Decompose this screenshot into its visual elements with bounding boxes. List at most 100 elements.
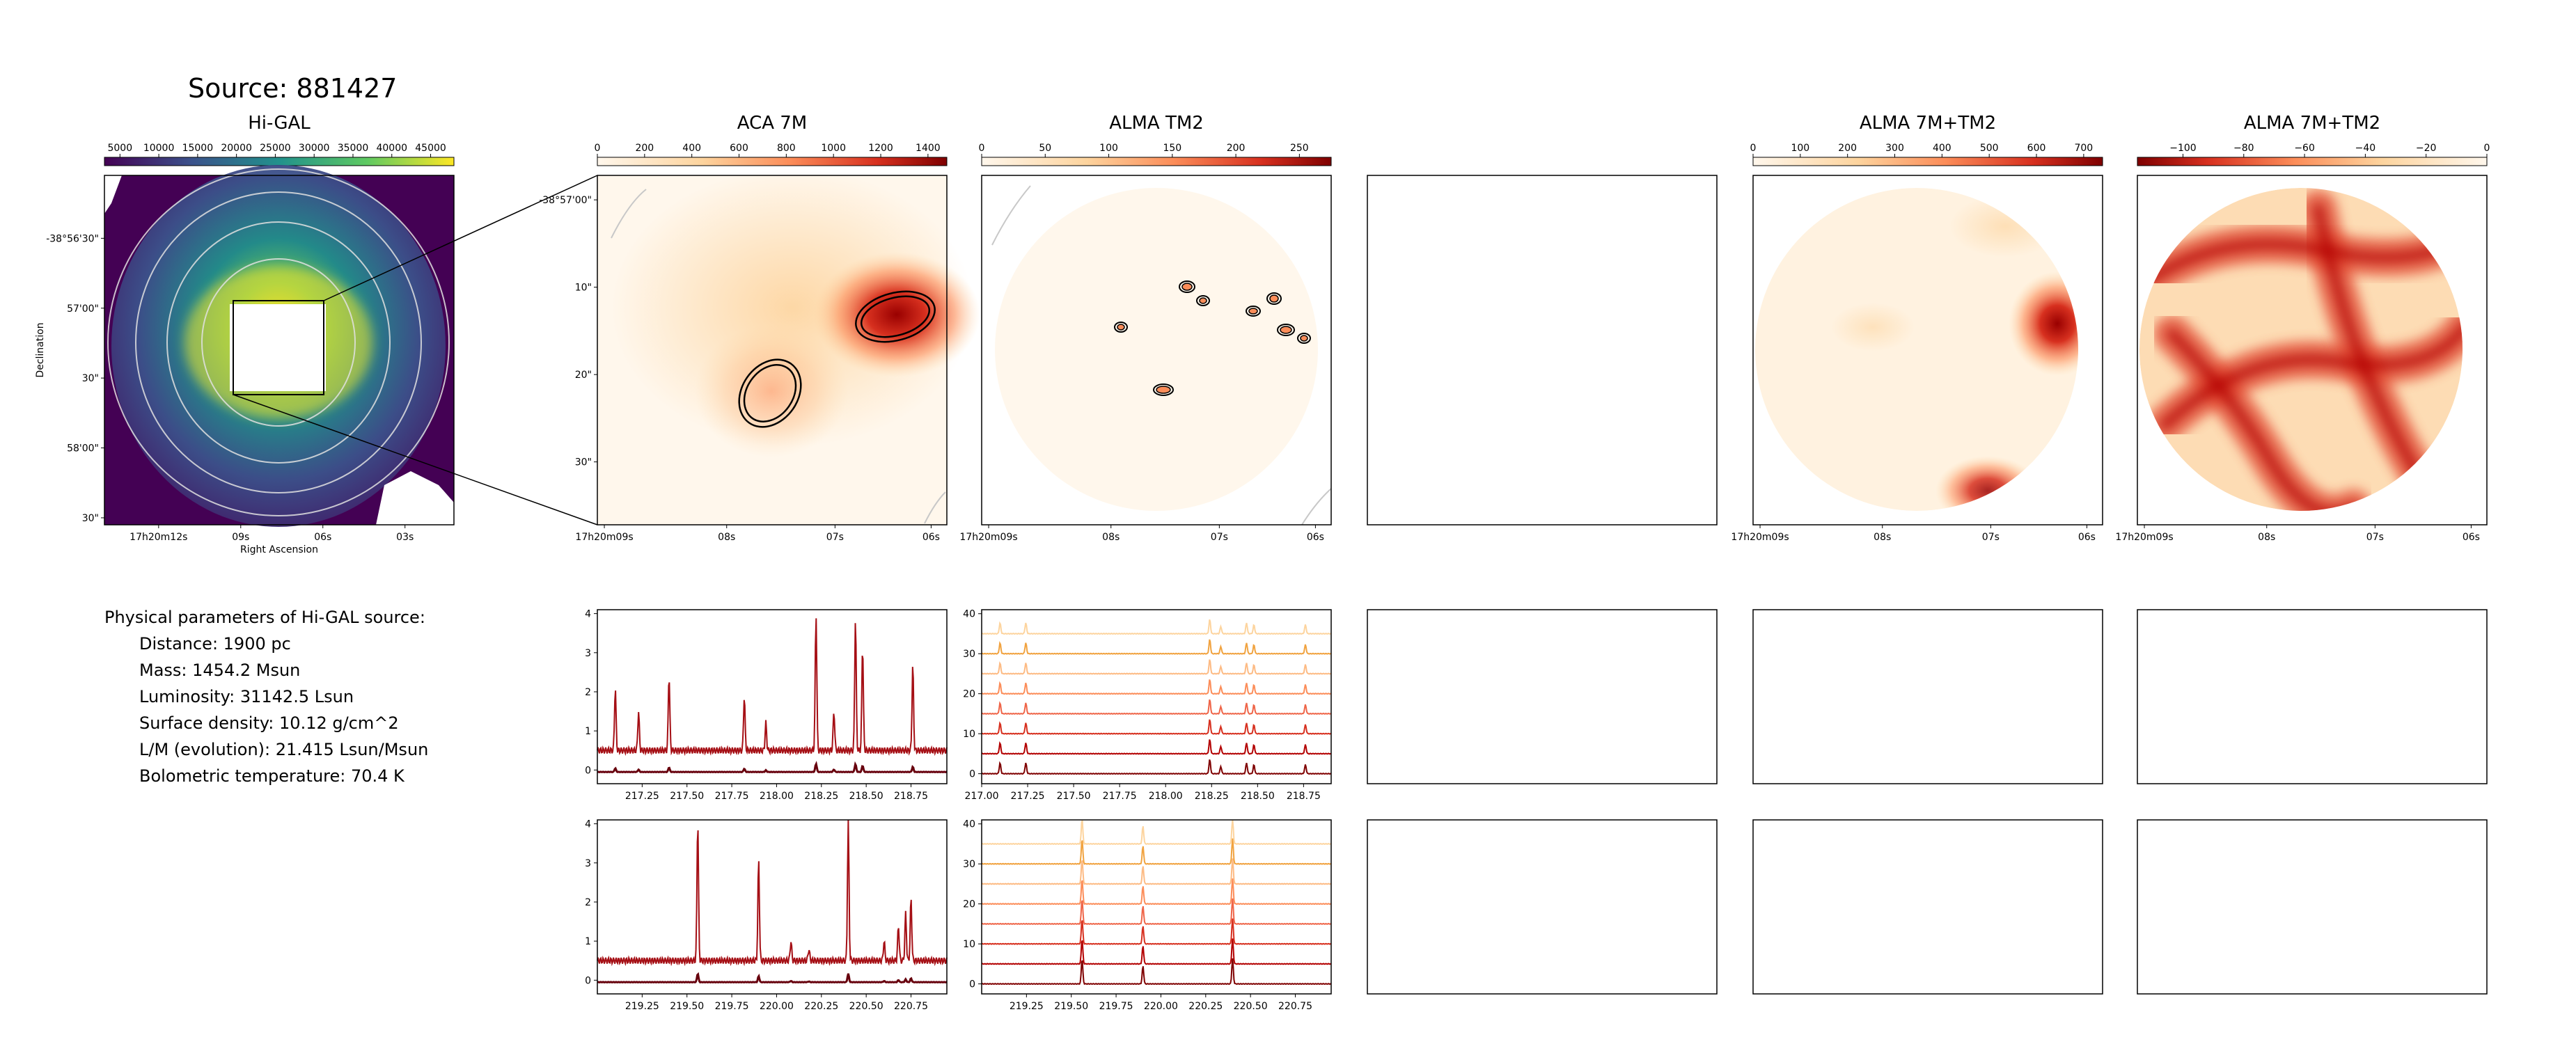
map-title: ALMA 7M+TM2 [2244,113,2380,134]
colorbar-tick-label: 0 [979,143,985,154]
x-tick-label: 218.25 [1195,791,1229,802]
higal-contour [201,258,356,427]
compact-source [1156,386,1171,394]
colorbar-tick-label: −60 [2294,143,2315,154]
empty-spectrum-panel [2137,609,2488,784]
y-tick-label: 57'00" [67,303,99,315]
x-tick-label: 219.25 [1010,1001,1044,1012]
param-luminosity: Luminosity: 31142.5 Lsun [139,687,354,706]
colorbar-tick-label: 300 [1885,143,1904,154]
higal-saturated-core [230,304,326,391]
x-tick-label: 220.50 [1234,1001,1268,1012]
combined-base [1755,188,2078,511]
y-tick-label: 4 [585,819,591,830]
frame [597,175,948,525]
colorbar-tick-label: 700 [2074,143,2093,154]
y-tick-label: -38°56'30" [46,233,99,244]
empty-spectrum-panel [1367,819,1718,995]
spectrum-line [597,972,948,984]
frame [981,175,1332,525]
colorbar-tick-label: 0 [1750,143,1757,154]
colorbar-tick-label: 500 [1980,143,1999,154]
y-tick-label: 40 [963,819,975,830]
colorbar [981,157,1332,166]
higal-contour [107,168,450,516]
x-tick-label: 09s [232,532,249,543]
colorbar [2137,157,2488,166]
frame [981,819,1332,995]
spectrum-line [981,739,1332,755]
x-tick-label: 220.75 [894,1001,928,1012]
param-bolometric-temperature: Bolometric temperature: 70.4 K [139,766,405,786]
x-tick-label: 07s [2366,532,2384,543]
y-tick-label: 30" [82,513,99,524]
x-tick-label: 217.25 [1011,791,1045,802]
colorbar-tick-label: 50 [1039,143,1051,154]
frame [104,175,455,525]
colorbar-tick-label: 40000 [376,143,407,154]
map-title: ACA 7M [737,113,808,134]
x-tick-label: 219.50 [670,1001,704,1012]
frame [597,819,948,995]
param-distance: Distance: 1900 pc [139,634,291,654]
y-tick-label: 1 [585,936,591,947]
map-panel-2: ACA 7M 0 200 400 600 800 1000 1200 1400 17h20m09s… [539,113,948,543]
compact-source [1248,308,1258,315]
x-tick-label: 17h20m09s [575,532,633,543]
colorbar-tick-label: 45000 [415,143,446,154]
spectrum-line [981,819,1332,846]
colorbar-tick-label: 1000 [821,143,846,154]
grid-curve [924,491,946,524]
source-contour [1114,322,1128,333]
x-tick-label: 06s [2078,532,2096,543]
x-tick-label: 06s [314,532,331,543]
spectrum-line [981,858,1332,885]
spectrum-panel-4: 219.25 219.50 219.75 220.00 220.25 220.50 220.… [963,819,1332,1012]
y-tick-label: 30 [963,649,975,660]
y-tick-label: 10 [963,939,975,950]
combined-diffuse [1831,303,1915,351]
source-contour [1246,306,1261,317]
colorbar-tick-label: 400 [1933,143,1951,154]
compact-source [1181,283,1193,291]
spectrum-panel-1: 217.25 217.50 217.75 218.00 218.25 218.50 218.… [585,609,948,802]
spectrum-line [981,898,1332,925]
higal-contour [166,221,391,464]
x-tick-label: 08s [1874,532,1891,543]
x-tick-label: 07s [1211,532,1228,543]
x-tick-label: 218.50 [849,791,883,802]
x-tick-label: 03s [396,532,414,543]
source-contour [1266,292,1282,305]
grid-curve [611,189,647,239]
colorbar-tick-label: 600 [2027,143,2046,154]
colorbar [1752,157,2103,166]
source-contour [1277,324,1295,336]
spectrum-line [981,619,1332,635]
empty-spectrum-panel [1752,609,2103,784]
aca-bright-source [813,252,980,377]
colorbar-tick-label: 100 [1099,143,1118,154]
map-panel-1: Hi-GAL 5000 10000 15000 20000 25000 30000 35000… [46,113,455,543]
combined-neg-image [2137,175,2488,525]
spectrum-line [981,838,1332,865]
y-tick-label: 20 [963,899,975,910]
colorbar-tick-label: 35000 [338,143,369,154]
x-tick-label: 220.25 [1188,1001,1223,1012]
spectrum-line [981,699,1332,715]
negative-filament-core [2166,328,2359,511]
colorbar-tick-label: 10000 [143,143,175,154]
x-axis-label: Right Ascension [240,544,318,555]
y-tick-label: 0 [585,765,591,776]
aca-image [597,168,980,525]
x-tick-label: 217.00 [965,791,999,802]
colorbar-tick-label: 0 [2484,143,2490,154]
y-tick-label: 20 [963,689,975,700]
x-tick-label: 07s [1982,532,2000,543]
y-tick-label: 2 [585,687,591,698]
colorbar-tick-label: −20 [2416,143,2437,154]
y-tick-label: 4 [585,609,591,620]
spectrum-line [981,659,1332,675]
spectrum-line [981,679,1332,695]
x-tick-label: 218.50 [1241,791,1275,802]
physical-parameters: Physical parameters of Hi-GAL source: Di… [104,604,428,789]
